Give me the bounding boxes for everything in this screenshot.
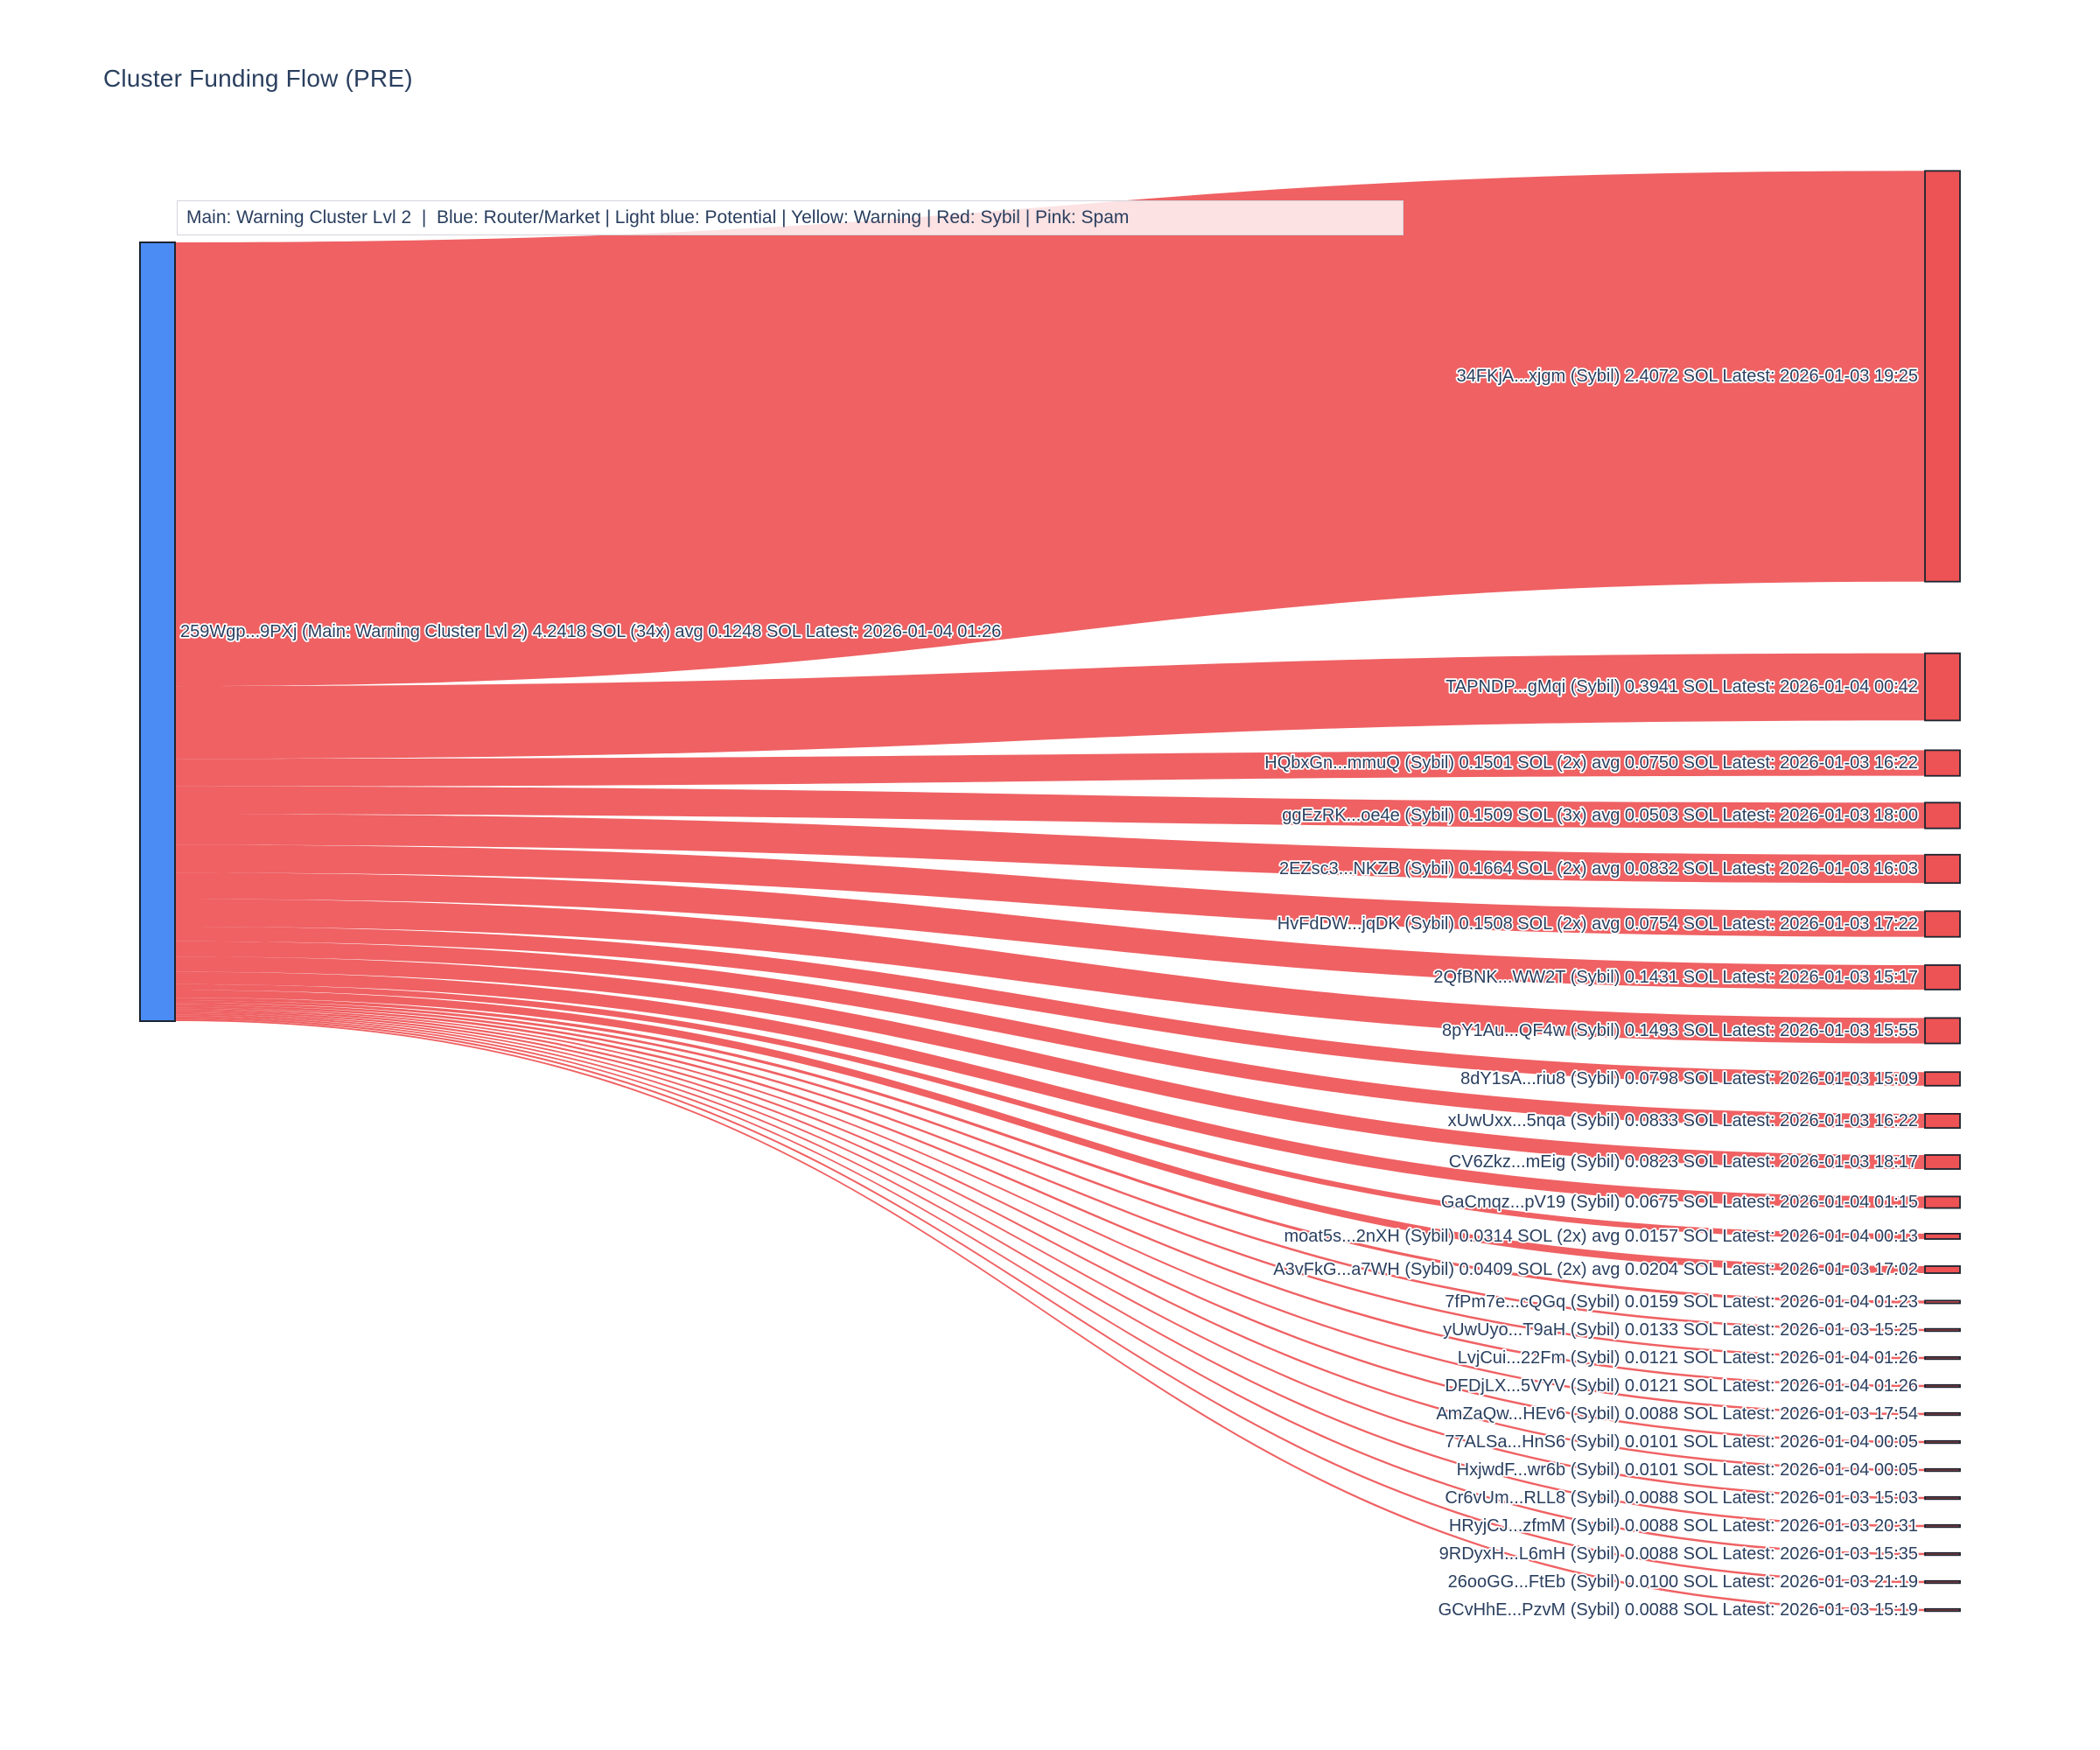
flow-link[interactable] (175, 998, 1925, 1304)
target-node-label: HQbxGn...mmuQ (Sybil) 0.1501 SOL (2x) av… (1264, 753, 1918, 773)
target-node-label: yUwUyo...T9aH (Sybil) 0.0133 SOL Latest:… (1443, 1320, 1918, 1340)
flow-link[interactable] (175, 750, 1925, 787)
target-node-label: 2EZsc3...NKZB (Sybil) 0.1664 SOL (2x) av… (1279, 859, 1918, 878)
flow-link[interactable] (175, 956, 1925, 1169)
target-node-label: HvFdDW...jqDK (Sybil) 0.1508 SOL (2x) av… (1278, 914, 1918, 934)
target-node[interactable] (1924, 1467, 1961, 1473)
target-node-label: AmZaQw...HEv6 (Sybil) 0.0088 SOL Latest:… (1436, 1404, 1918, 1424)
flow-link[interactable] (175, 814, 1925, 884)
target-node[interactable] (1924, 1523, 1961, 1529)
target-node-label: 2QfBNK...WW2T (Sybil) 0.1431 SOL Latest:… (1433, 968, 1918, 987)
target-node-label: TAPNDP...gMqi (Sybil) 0.3941 SOL Latest:… (1446, 677, 1918, 696)
target-node-label: CV6Zkz...mEig (Sybil) 0.0823 SOL Latest:… (1449, 1152, 1918, 1172)
source-node[interactable] (139, 242, 176, 1022)
flow-link[interactable] (175, 786, 1925, 829)
flow-link[interactable] (175, 1019, 1925, 1612)
flow-link[interactable] (175, 1016, 1925, 1556)
flow-link[interactable] (175, 1000, 1925, 1332)
flow-link[interactable] (175, 1009, 1925, 1444)
target-node-label: 34FKjA...xjgm (Sybil) 2.4072 SOL Latest:… (1457, 367, 1918, 386)
flow-link[interactable] (175, 990, 1925, 1274)
target-node[interactable] (1924, 1265, 1961, 1274)
target-node[interactable] (1924, 1383, 1961, 1389)
flow-link[interactable] (175, 653, 1925, 760)
page-title: Cluster Funding Flow (PRE) (103, 65, 413, 92)
target-node[interactable] (1924, 1113, 1961, 1130)
flow-link[interactable] (175, 984, 1925, 1240)
target-node-label: 7fPm7e...cQGq (Sybil) 0.0159 SOL Latest:… (1445, 1292, 1918, 1312)
target-node-label: ggEzRK...oe4e (Sybil) 0.1509 SOL (3x) av… (1282, 806, 1918, 825)
target-node[interactable] (1924, 1607, 1961, 1613)
target-node[interactable] (1924, 1355, 1961, 1361)
flow-link[interactable] (175, 872, 1925, 990)
target-node-label: 9RDyxH...L6mH (Sybil) 0.0088 SOL Latest:… (1439, 1544, 1918, 1564)
flow-link[interactable] (175, 1003, 1925, 1360)
target-node-label: moat5s...2nXH (Sybil) 0.0314 SOL (2x) av… (1284, 1227, 1918, 1246)
target-node[interactable] (1924, 1495, 1961, 1501)
target-node[interactable] (1924, 1327, 1961, 1333)
target-node[interactable] (1924, 1195, 1961, 1209)
flow-link[interactable] (175, 1014, 1925, 1528)
flow-link[interactable] (175, 927, 1925, 1086)
target-node[interactable] (1924, 1154, 1961, 1170)
target-node[interactable] (1924, 1233, 1961, 1240)
target-node-label: LvjCui...22Fm (Sybil) 0.0121 SOL Latest:… (1458, 1348, 1918, 1368)
target-node[interactable] (1924, 1411, 1961, 1417)
flow-link[interactable] (175, 941, 1925, 1129)
flow-link[interactable] (175, 1011, 1925, 1472)
target-node[interactable] (1924, 1071, 1961, 1087)
target-node-label: 8dY1sA...riu8 (Sybil) 0.0798 SOL Latest:… (1460, 1069, 1918, 1088)
target-node-label: xUwUxx...5nqa (Sybil) 0.0833 SOL Latest:… (1448, 1111, 1918, 1130)
target-node-label: GCvHhE...PzvM (Sybil) 0.0088 SOL Latest:… (1438, 1600, 1918, 1620)
target-node-label: Cr6vUm...RLL8 (Sybil) 0.0088 SOL Latest:… (1445, 1488, 1918, 1508)
target-node[interactable] (1924, 652, 1961, 722)
source-node-label: 259Wgp...9PXj (Main: Warning Cluster Lvl… (180, 622, 1001, 641)
target-node[interactable] (1924, 1551, 1961, 1557)
flow-link[interactable] (175, 1018, 1925, 1584)
target-node[interactable] (1924, 802, 1961, 830)
target-node[interactable] (1924, 1299, 1961, 1305)
target-node-label: DFDjLX...5VYV (Sybil) 0.0121 SOL Latest:… (1445, 1376, 1918, 1396)
target-node[interactable] (1924, 853, 1961, 885)
flow-link[interactable] (175, 171, 1925, 687)
flow-link[interactable] (175, 844, 1925, 937)
target-node-label: 26ooGG...FtEb (Sybil) 0.0100 SOL Latest:… (1448, 1572, 1918, 1592)
flow-link[interactable] (175, 1012, 1925, 1500)
target-node[interactable] (1924, 749, 1961, 777)
legend-annotation: Main: Warning Cluster Lvl 2 | Blue: Rout… (177, 200, 1404, 235)
target-node[interactable] (1924, 910, 1961, 938)
target-node-label: 8pY1Au...QF4w (Sybil) 0.1493 SOL Latest:… (1442, 1021, 1918, 1040)
target-node-label: A3vFkG...a7WH (Sybil) 0.0409 SOL (2x) av… (1273, 1260, 1918, 1279)
flow-link[interactable] (175, 899, 1925, 1044)
flow-link[interactable] (175, 971, 1925, 1208)
target-node-label: 77ALSa...HnS6 (Sybil) 0.0101 SOL Latest:… (1445, 1432, 1918, 1452)
target-node[interactable] (1924, 964, 1961, 990)
target-node[interactable] (1924, 1017, 1961, 1045)
target-node-label: GaCmqz...pV19 (Sybil) 0.0675 SOL Latest:… (1441, 1193, 1918, 1212)
flow-link[interactable] (175, 1007, 1925, 1416)
target-node-label: HxjwdF...wr6b (Sybil) 0.0101 SOL Latest:… (1457, 1460, 1918, 1480)
target-node[interactable] (1924, 1579, 1961, 1585)
target-node[interactable] (1924, 170, 1961, 583)
target-node-label: HRyjCJ...zfmM (Sybil) 0.0088 SOL Latest:… (1449, 1516, 1918, 1536)
target-node[interactable] (1924, 1439, 1961, 1445)
flow-link[interactable] (175, 1004, 1925, 1388)
